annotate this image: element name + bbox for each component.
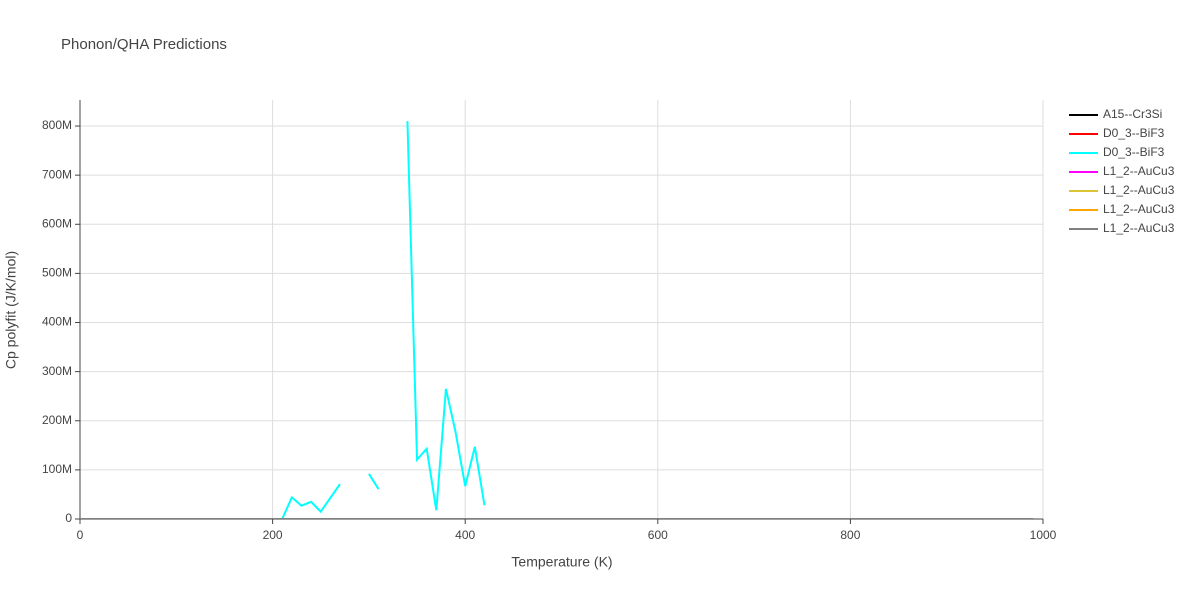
y-tick-label: 500M	[42, 266, 72, 280]
legend-label: D0_3--BiF3	[1103, 126, 1165, 140]
legend-label: D0_3--BiF3	[1103, 145, 1165, 159]
legend-label: L1_2--AuCu3	[1103, 221, 1175, 235]
x-tick-label: 0	[77, 528, 84, 542]
y-tick-label: 100M	[42, 462, 72, 476]
chart-title: Phonon/QHA Predictions	[61, 36, 227, 53]
legend-label: L1_2--AuCu3	[1103, 202, 1175, 216]
y-tick-label: 400M	[42, 315, 72, 329]
y-tick-label: 700M	[42, 167, 72, 181]
legend-label: A15--Cr3Si	[1103, 107, 1162, 121]
x-tick-label: 800	[840, 528, 860, 542]
y-tick-label: 0	[65, 511, 72, 525]
legend-label: L1_2--AuCu3	[1103, 183, 1175, 197]
x-tick-label: 600	[648, 528, 668, 542]
plot-area	[80, 121, 1034, 519]
x-axis-title: Temperature (K)	[511, 554, 612, 570]
x-tick-label: 1000	[1030, 528, 1057, 542]
legend-label: L1_2--AuCu3	[1103, 164, 1175, 178]
y-tick-label: 200M	[42, 413, 72, 427]
series-line	[282, 121, 513, 519]
x-tick-label: 200	[263, 528, 283, 542]
y-tick-label: 800M	[42, 118, 72, 132]
y-tick-label: 300M	[42, 364, 72, 378]
y-tick-label: 600M	[42, 216, 72, 230]
y-axis-title: Cp polyfit (J/K/mol)	[3, 251, 19, 369]
x-tick-label: 400	[455, 528, 475, 542]
